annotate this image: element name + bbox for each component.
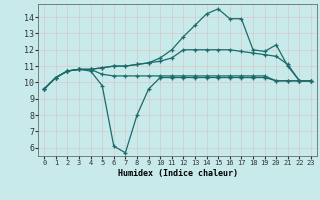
X-axis label: Humidex (Indice chaleur): Humidex (Indice chaleur): [118, 169, 238, 178]
